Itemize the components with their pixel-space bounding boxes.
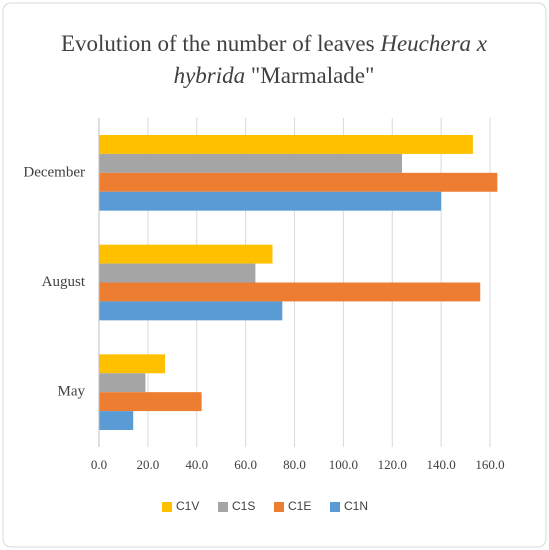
title-part: hybrida: [174, 63, 246, 88]
legend-swatch: [274, 502, 284, 512]
legend-swatch: [330, 502, 340, 512]
y-tick-label: August: [42, 274, 86, 290]
bar: [99, 153, 403, 173]
legend-swatch: [218, 502, 228, 512]
bar: [99, 191, 442, 211]
chart-title: hybrida "Marmalade": [174, 63, 375, 88]
bar: [99, 373, 146, 393]
bar: [99, 354, 165, 374]
legend-label: C1N: [344, 499, 368, 513]
bar: [99, 263, 256, 283]
x-tick-label: 80.0: [283, 457, 306, 472]
x-tick-label: 100.0: [329, 457, 358, 472]
title-part: Evolution of the number of leaves: [61, 31, 375, 56]
legend-swatch: [162, 502, 172, 512]
legend-label: C1S: [232, 499, 255, 513]
legend-label: C1V: [176, 499, 199, 513]
x-tick-label: 160.0: [475, 457, 504, 472]
x-tick-label: 0.0: [91, 457, 107, 472]
bar: [99, 134, 473, 154]
x-tick-label: 120.0: [378, 457, 407, 472]
x-tick-label: 40.0: [185, 457, 208, 472]
bar: [99, 411, 134, 431]
y-tick-label: May: [58, 384, 86, 400]
chart-title: Evolution of the number of leaves Heuche…: [61, 31, 488, 56]
x-tick-label: 20.0: [137, 457, 160, 472]
legend-label: C1E: [288, 499, 311, 513]
bar: [99, 392, 202, 412]
x-tick-label: 60.0: [234, 457, 257, 472]
title-part: "Marmalade": [251, 63, 375, 88]
x-tick-label: 140.0: [427, 457, 456, 472]
bar: [99, 282, 481, 302]
bar: [99, 244, 273, 264]
y-tick-label: December: [23, 164, 85, 180]
bar: [99, 172, 498, 192]
title-part: Heuchera x: [379, 31, 487, 56]
bar: [99, 301, 283, 321]
